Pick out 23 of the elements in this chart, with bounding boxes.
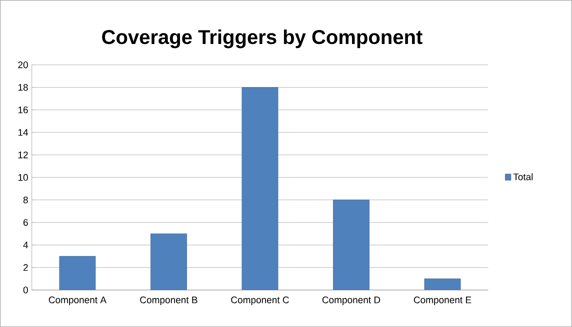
x-tick-label: Component D xyxy=(322,296,380,306)
y-tick-label: 2 xyxy=(23,264,28,271)
x-tick-label: Component C xyxy=(231,296,289,306)
bar xyxy=(242,87,278,290)
y-tick-label: 10 xyxy=(18,174,28,181)
chart-title: Coverage Triggers by Component xyxy=(102,30,422,48)
y-tick-label: 8 xyxy=(23,196,28,204)
bar xyxy=(59,256,96,290)
y-tick-label: 18 xyxy=(18,84,28,91)
y-tick-label: 0 xyxy=(23,286,28,294)
y-tick-label: 12 xyxy=(18,152,28,158)
y-tick-label: 16 xyxy=(18,106,28,114)
y-tick-label: 20 xyxy=(18,62,28,68)
y-tick-label: 14 xyxy=(18,129,28,136)
y-tick-label: 6 xyxy=(23,219,28,226)
bar xyxy=(424,278,461,290)
x-tick-label: Component E xyxy=(414,296,472,306)
legend-label: Total xyxy=(513,173,533,180)
y-tick-label: 4 xyxy=(23,242,28,248)
x-tick-label: Component B xyxy=(140,296,198,306)
x-tick-label: Component A xyxy=(48,296,106,306)
bar xyxy=(150,234,187,290)
bar xyxy=(333,200,370,290)
